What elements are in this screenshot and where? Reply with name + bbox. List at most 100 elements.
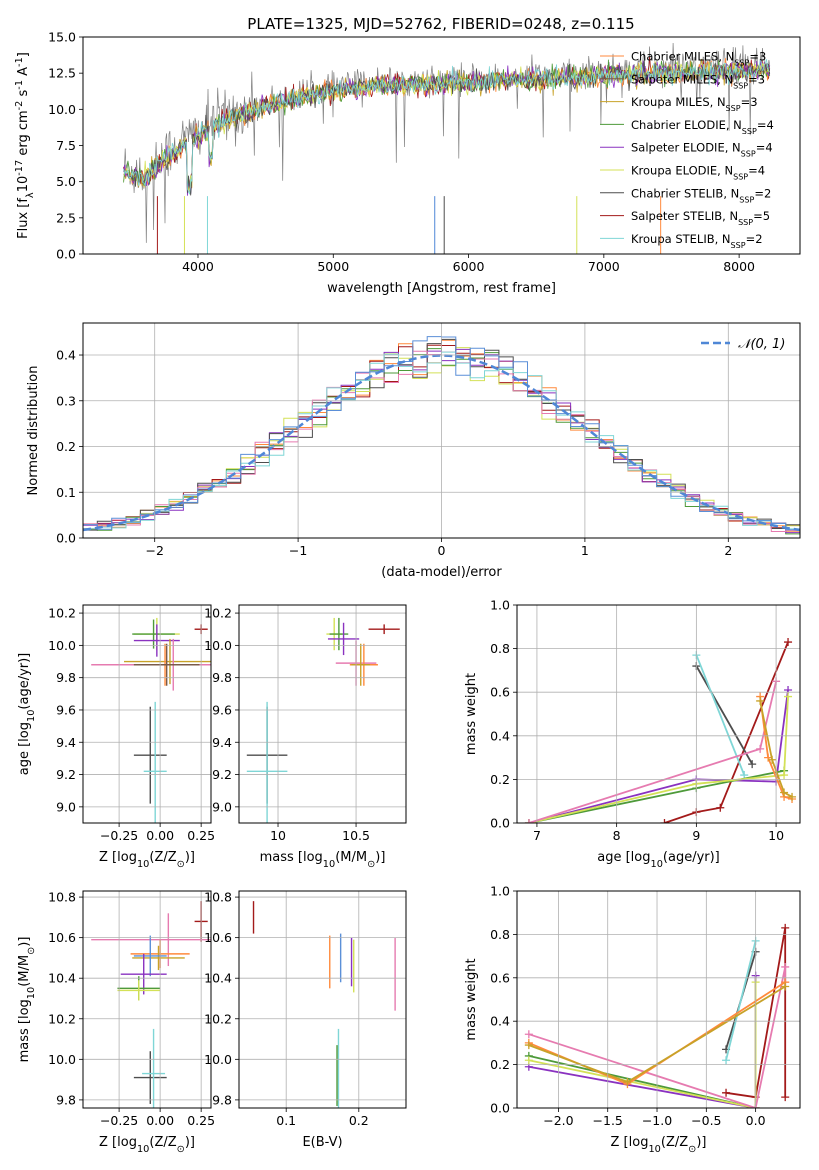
plot-area — [123, 42, 771, 254]
x-tick-label: −1.5 — [593, 1113, 623, 1128]
x-tick-label: −2.0 — [543, 1113, 573, 1128]
model-spectrum-kroupa_elodie — [123, 60, 770, 191]
errorbar-point — [143, 701, 167, 823]
y-tick-label: 0.0 — [56, 247, 76, 262]
legend-sub: SSP — [734, 58, 749, 67]
errorbar-point — [132, 619, 175, 649]
axes-frame — [82, 604, 212, 824]
y-tick-label: 10.0 — [204, 1052, 232, 1067]
y-tick-label: 9.8 — [212, 1092, 232, 1107]
axes-weight_vs_Z: −2.0 −1.5 −1.0 −0.5 0.0 0.0 0.2 0.4 0.6 0.8 1.0 Z [… — [464, 884, 801, 1155]
y-tick-label: 0.1 — [56, 485, 76, 500]
errorbar-point — [133, 706, 167, 804]
weight-marker — [748, 760, 757, 769]
label-part: (M/M — [335, 850, 367, 865]
x-axis-label: wavelength [Angstrom, rest frame] — [327, 281, 556, 296]
weight-series — [528, 689, 789, 823]
x-tick-label: −0.25 — [100, 828, 138, 843]
y-tick-label: 10.2 — [204, 1011, 232, 1026]
weight-series — [725, 927, 787, 1099]
label-part: mass [log — [260, 850, 323, 865]
weight-marker — [781, 923, 790, 932]
label-part: 10 — [26, 987, 37, 999]
axes-frame — [238, 890, 407, 1109]
legend-sub: SSP — [733, 81, 748, 90]
y-axis-label: mass weight — [464, 673, 479, 755]
label-part: 10 — [323, 859, 335, 870]
weight-marker — [660, 819, 669, 823]
legend-sub: SSP — [733, 172, 748, 181]
label-part: 10 — [16, 176, 31, 193]
legend-text: Salpeter ELODIE, N — [631, 141, 741, 155]
x-tick-label: 7000 — [588, 259, 620, 274]
errorbar-point — [327, 622, 360, 656]
label-part: ⊙ — [26, 947, 37, 955]
x-tick-label: 4000 — [182, 259, 214, 274]
label-part: λ — [25, 192, 36, 198]
errorbar-point — [133, 1051, 167, 1104]
label-part: )] — [696, 1135, 706, 1150]
axes-frame — [82, 322, 801, 539]
legend-value: =2 — [754, 186, 771, 200]
label-part: (Z/Z — [149, 1135, 176, 1150]
y-tick-label: 5.0 — [56, 174, 76, 189]
legend-value: =5 — [753, 209, 770, 223]
label-part: age [log — [597, 850, 650, 865]
label-part: )] — [375, 850, 385, 865]
y-axis-label: Normed distribution — [26, 366, 41, 496]
legend-label: Chabrier MILES, NSSP=3 — [631, 50, 766, 68]
axes-residuals: −2 −1 0 1 2 0.0 0.1 0.2 0.3 0.4 (data-model)/error… — [26, 322, 801, 580]
errorbar-point — [133, 624, 180, 657]
y-tick-label: 0.3 — [56, 393, 76, 408]
y-axis-label: mass weight — [464, 958, 479, 1040]
y-tick-label: 0.4 — [56, 348, 76, 363]
axes-frame — [82, 890, 212, 1109]
label-part: Z [log — [99, 1135, 137, 1150]
legend-label: Kroupa MILES, NSSP=3 — [631, 95, 758, 113]
plot-area — [246, 617, 400, 823]
y-tick-label: 10.0 — [204, 638, 232, 653]
legend-value: =4 — [757, 118, 774, 132]
legend-label: Chabrier ELODIE, NSSP=4 — [631, 118, 774, 136]
weight-marker — [524, 1041, 533, 1050]
weight-marker — [784, 638, 793, 647]
label-part: 10 — [137, 859, 149, 870]
errorbar-point — [132, 945, 185, 971]
weight-marker — [524, 819, 533, 823]
weight-marker — [768, 755, 777, 764]
legend-text: Chabrier STELIB, N — [631, 186, 739, 200]
weight-series — [695, 665, 753, 765]
label-part: (age/yr)] — [17, 653, 32, 710]
y-tick-label: 9.6 — [56, 702, 76, 717]
label-part: )] — [185, 850, 195, 865]
y-tick-label: 10.2 — [48, 606, 76, 621]
weight-series — [528, 966, 787, 1108]
legend-label: Kroupa ELODIE, NSSP=4 — [631, 164, 765, 182]
y-tick-label: 9.0 — [212, 799, 232, 814]
weight-series — [664, 641, 789, 823]
y-tick-label: 0.6 — [490, 685, 510, 700]
legend-text: Salpeter MILES, N — [631, 72, 733, 86]
chart-title: PLATE=1325, MJD=52762, FIBERID=0248, z=0… — [247, 15, 634, 33]
weight-marker — [756, 744, 765, 753]
x-tick-label: 7 — [533, 828, 541, 843]
legend-label: Chabrier STELIB, NSSP=2 — [631, 186, 771, 204]
label-part: Normed distribution — [26, 366, 41, 496]
x-axis-label: mass [log10(M/M⊙)] — [260, 850, 386, 870]
legend-sub: SSP — [726, 104, 741, 113]
model-spectrum-kroupa_stelib — [123, 59, 770, 195]
legend-label: Salpeter ELODIE, NSSP=4 — [631, 141, 773, 159]
x-tick-label: −0.5 — [691, 1113, 721, 1128]
x-tick-label: 0 — [438, 543, 446, 558]
label-part: -17 — [14, 160, 25, 176]
y-tick-label: 10.8 — [48, 890, 76, 905]
label-part: -1 — [14, 80, 25, 90]
weight-marker — [781, 962, 790, 971]
weight-series — [759, 700, 793, 798]
legend-value: =3 — [748, 72, 765, 86]
y-tick-label: 10.4 — [204, 971, 232, 986]
legend-value: =3 — [741, 95, 758, 109]
label-part: ⊙ — [177, 1144, 185, 1155]
plot-area — [91, 617, 211, 823]
